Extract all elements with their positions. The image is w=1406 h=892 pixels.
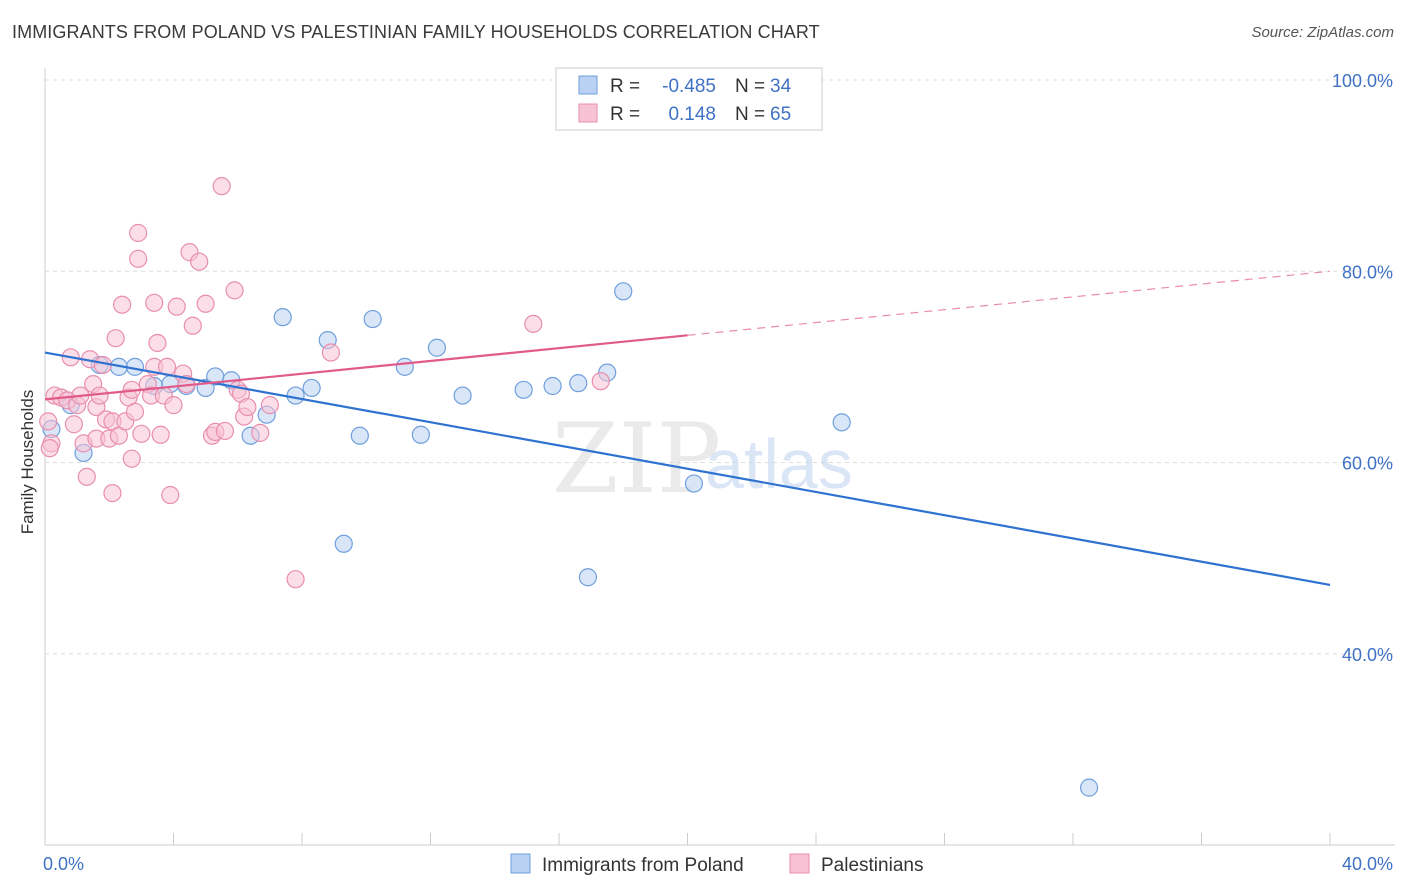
data-point bbox=[40, 439, 59, 458]
data-point bbox=[125, 402, 145, 421]
trend-lines bbox=[44, 270, 1331, 586]
data-point bbox=[334, 534, 353, 553]
data-point bbox=[212, 177, 231, 196]
data-point bbox=[190, 252, 209, 271]
data-point bbox=[64, 415, 84, 434]
data-point bbox=[225, 281, 244, 300]
data-point bbox=[196, 294, 215, 313]
series-swatch-blue bbox=[510, 853, 531, 874]
y-axis-label: Family Households bbox=[18, 390, 37, 535]
legend-r-value-pink: 0.148 bbox=[668, 104, 716, 125]
legend-r-label-pink: R = bbox=[610, 104, 640, 125]
x-tick-label: 0.0% bbox=[43, 854, 84, 874]
legend-swatch-pink bbox=[578, 103, 598, 123]
data-point bbox=[215, 421, 234, 441]
x-tick-labels: 0.0% 40.0% bbox=[43, 854, 1393, 874]
legend-n-label-blue: N = bbox=[735, 76, 765, 97]
data-point bbox=[427, 338, 447, 357]
data-point bbox=[578, 568, 598, 587]
data-point bbox=[363, 309, 382, 329]
series-swatch-pink bbox=[789, 853, 810, 874]
watermark: ZIP atlas bbox=[552, 403, 853, 515]
data-point bbox=[161, 485, 180, 505]
data-point bbox=[453, 386, 472, 405]
legend-box bbox=[555, 67, 823, 131]
data-point bbox=[832, 413, 851, 432]
legend-n-label-pink: N = bbox=[735, 104, 765, 125]
grid-lines bbox=[45, 79, 1395, 655]
trend-line-pink-extension bbox=[687, 270, 1331, 336]
data-point bbox=[321, 343, 341, 362]
axes bbox=[44, 68, 1395, 846]
data-point bbox=[591, 372, 610, 391]
data-point bbox=[514, 380, 533, 399]
legend-n-value-blue: 34 bbox=[770, 76, 792, 97]
data-point bbox=[167, 297, 186, 316]
data-point bbox=[614, 282, 633, 301]
data-point bbox=[251, 423, 270, 442]
data-point bbox=[39, 412, 58, 431]
trend-line-blue bbox=[44, 351, 1331, 586]
data-point bbox=[411, 425, 430, 444]
correlation-legend: R = -0.485 N = 34 R = 0.148 N = 65 bbox=[555, 67, 823, 131]
data-point bbox=[395, 357, 414, 376]
legend-n-value-pink: 65 bbox=[770, 104, 791, 125]
data-point bbox=[238, 397, 257, 417]
data-point bbox=[524, 314, 543, 333]
data-points bbox=[39, 177, 1099, 797]
data-point bbox=[103, 484, 122, 503]
data-point bbox=[112, 295, 132, 314]
legend-swatch-blue bbox=[578, 75, 598, 95]
data-point bbox=[132, 424, 151, 443]
data-point bbox=[106, 329, 125, 348]
data-point bbox=[151, 425, 170, 444]
data-point bbox=[183, 316, 202, 335]
data-point bbox=[569, 374, 588, 393]
data-point bbox=[286, 570, 305, 589]
legend-r-label-blue: R = bbox=[610, 76, 640, 97]
watermark-atlas: atlas bbox=[705, 425, 853, 503]
chart-source: Source: ZipAtlas.com bbox=[1251, 24, 1394, 41]
data-point bbox=[148, 333, 167, 353]
series-label-pink: Palestinians bbox=[821, 855, 923, 876]
y-tick-label: 60.0% bbox=[1342, 454, 1393, 474]
trend-line-pink bbox=[44, 334, 688, 401]
y-tick-label: 80.0% bbox=[1342, 262, 1393, 282]
y-tick-label: 40.0% bbox=[1342, 645, 1393, 665]
data-point bbox=[145, 293, 164, 312]
data-point bbox=[122, 449, 141, 468]
legend-r-value-blue: -0.485 bbox=[662, 76, 716, 97]
x-tick-label: 40.0% bbox=[1342, 854, 1393, 874]
y-tick-label: 100.0% bbox=[1332, 71, 1393, 91]
data-point bbox=[273, 308, 292, 327]
data-point bbox=[129, 223, 148, 243]
y-tick-labels: 40.0% 60.0% 80.0% 100.0% bbox=[1332, 71, 1393, 665]
chart-title: IMMIGRANTS FROM POLAND VS PALESTINIAN FA… bbox=[12, 22, 820, 42]
data-point bbox=[684, 474, 704, 493]
data-point bbox=[302, 378, 321, 398]
data-point bbox=[1079, 778, 1099, 797]
data-point bbox=[164, 396, 183, 415]
data-point bbox=[350, 426, 369, 445]
series-legend: Immigrants from Poland Palestinians bbox=[510, 853, 923, 876]
series-label-blue: Immigrants from Poland bbox=[542, 855, 744, 876]
data-point bbox=[543, 376, 562, 396]
data-point bbox=[286, 386, 305, 405]
data-point bbox=[77, 467, 96, 486]
data-point bbox=[129, 249, 148, 268]
data-point bbox=[260, 396, 279, 415]
